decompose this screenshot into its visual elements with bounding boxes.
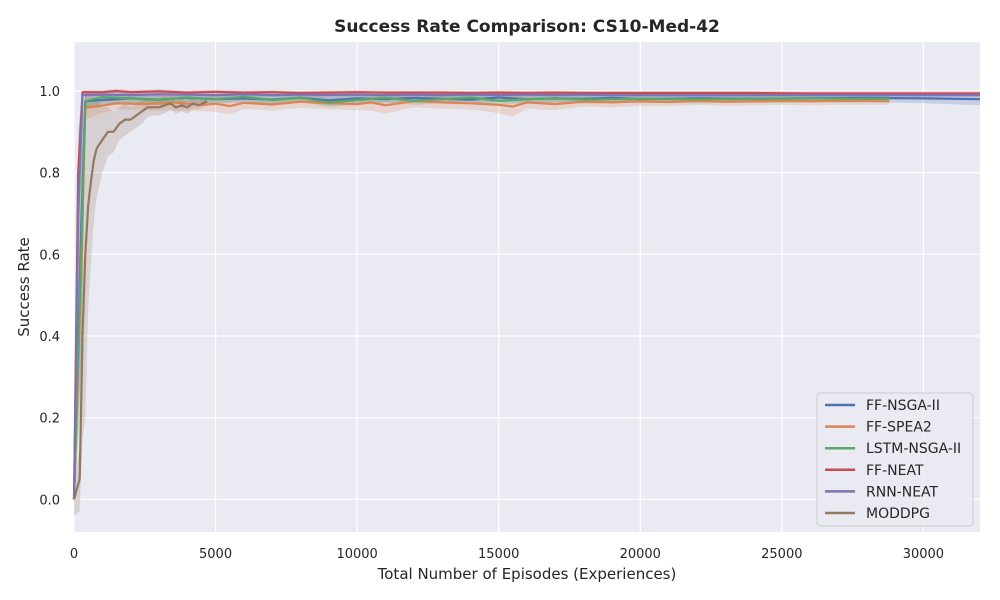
series-line [72, 95, 890, 500]
chart-title: Success Rate Comparison: CS10-Med-42 [334, 17, 720, 37]
y-axis-label: Success Rate [15, 237, 33, 337]
y-tick-label: 0.6 [39, 248, 60, 263]
legend: FF-NSGA-II FF-SPEA2 LSTM-NSGA-II FF-NEAT RNN… [816, 392, 974, 527]
legend-label: MODDPG [866, 506, 930, 522]
legend-label: RNN-NEAT [866, 484, 939, 500]
y-tick-label: 1.0 [39, 85, 60, 100]
series-lines [72, 89, 981, 500]
legend-label: FF-SPEA2 [866, 420, 932, 436]
legend-label: LSTM-NSGA-II [866, 441, 961, 457]
x-axis-label: Total Number of Episodes (Experiences) [377, 565, 677, 583]
y-tick-label: 0.0 [39, 493, 60, 508]
x-tick-label: 10000 [336, 547, 377, 562]
x-tick-label: 0 [70, 547, 78, 562]
confidence-band [74, 91, 208, 516]
series-line [72, 100, 208, 500]
series-line [72, 89, 980, 500]
x-tick-label: 30000 [903, 547, 944, 562]
legend-label: FF-NSGA-II [866, 398, 940, 414]
series-line [72, 93, 980, 500]
x-tick-label: 25000 [761, 547, 802, 562]
y-tick-label: 0.2 [39, 412, 60, 427]
y-tick-label: 0.4 [39, 330, 60, 345]
grid [73, 42, 980, 532]
y-tick-label: 0.8 [39, 167, 60, 182]
confidence-bands [74, 89, 980, 516]
legend-label: FF-NEAT [866, 463, 924, 479]
legend-frame [816, 392, 974, 527]
x-tick-label: 20000 [620, 547, 661, 562]
series-line [72, 99, 890, 500]
x-tick-label: 5000 [199, 547, 232, 562]
x-tick-label: 15000 [478, 547, 519, 562]
x-tick-labels: 0 5000 10000 15000 20000 25000 30000 [70, 547, 944, 562]
y-tick-labels: 0.0 0.2 0.4 0.6 0.8 1.0 [39, 85, 60, 508]
